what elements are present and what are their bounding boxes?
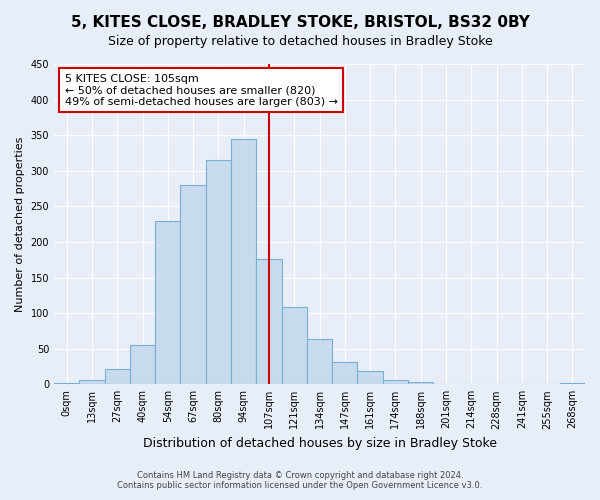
Bar: [256, 259, 281, 384]
Bar: [155, 220, 181, 384]
Text: Size of property relative to detached houses in Bradley Stoke: Size of property relative to detached ho…: [107, 35, 493, 48]
Bar: [54, 383, 79, 384]
X-axis label: Distribution of detached houses by size in Bradley Stoke: Distribution of detached houses by size …: [143, 437, 497, 450]
Bar: [332, 362, 358, 384]
Bar: [560, 383, 585, 384]
Bar: [231, 138, 256, 384]
Bar: [79, 380, 104, 384]
Bar: [408, 382, 433, 384]
Bar: [181, 185, 206, 384]
Text: Contains HM Land Registry data © Crown copyright and database right 2024.
Contai: Contains HM Land Registry data © Crown c…: [118, 470, 482, 490]
Bar: [206, 160, 231, 384]
Bar: [358, 371, 383, 384]
Bar: [130, 345, 155, 385]
Y-axis label: Number of detached properties: Number of detached properties: [15, 136, 25, 312]
Bar: [383, 380, 408, 384]
Bar: [307, 340, 332, 384]
Bar: [281, 308, 307, 384]
Text: 5 KITES CLOSE: 105sqm
← 50% of detached houses are smaller (820)
49% of semi-det: 5 KITES CLOSE: 105sqm ← 50% of detached …: [65, 74, 338, 107]
Text: 5, KITES CLOSE, BRADLEY STOKE, BRISTOL, BS32 0BY: 5, KITES CLOSE, BRADLEY STOKE, BRISTOL, …: [71, 15, 529, 30]
Bar: [104, 368, 130, 384]
